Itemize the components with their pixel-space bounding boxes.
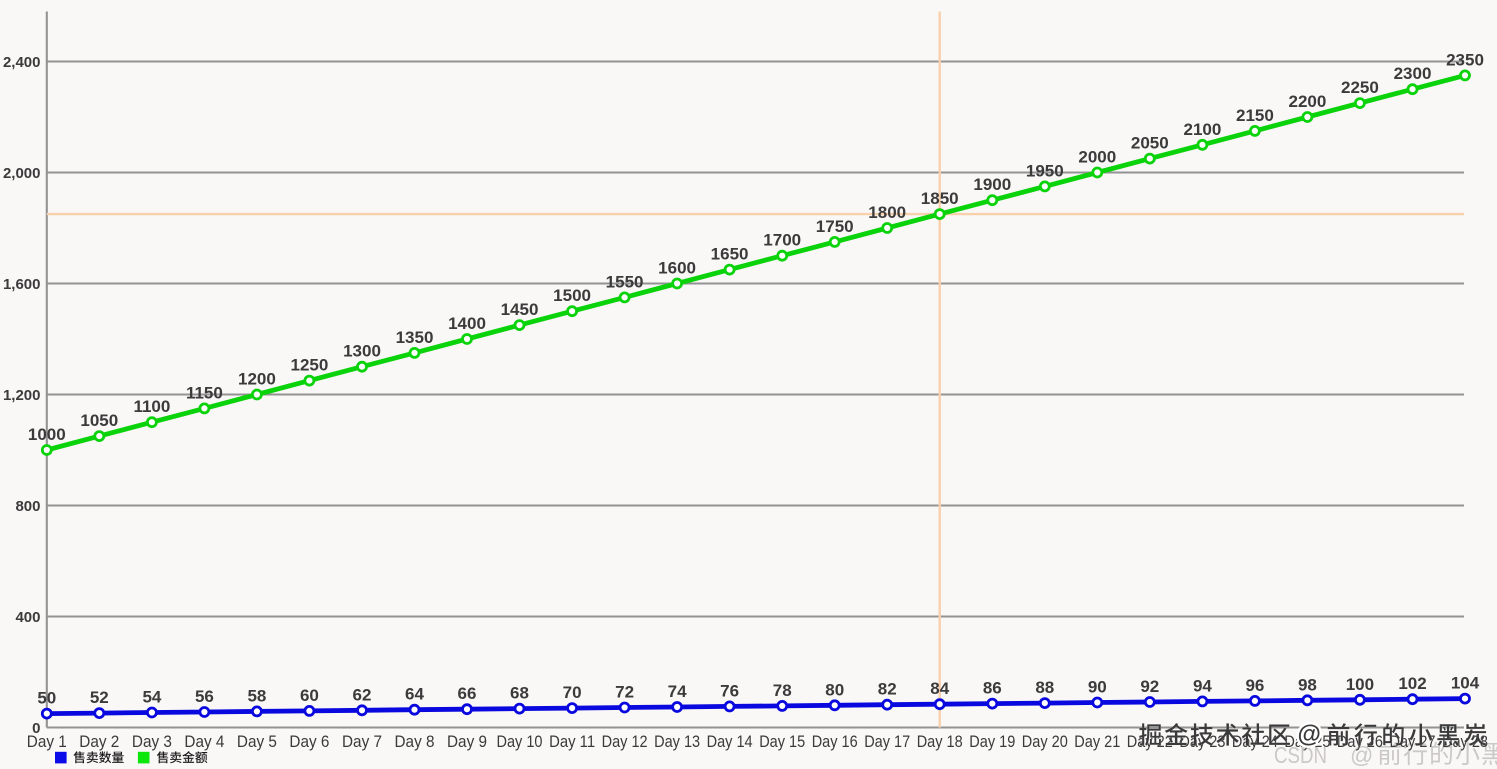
svg-text:96: 96 (1245, 676, 1264, 695)
svg-text:2000: 2000 (1078, 148, 1116, 167)
svg-text:66: 66 (458, 684, 477, 703)
svg-text:2050: 2050 (1131, 134, 1169, 153)
svg-text:1150: 1150 (186, 383, 223, 402)
svg-text:Day 16: Day 16 (812, 733, 858, 751)
svg-text:88: 88 (1035, 678, 1054, 697)
svg-text:1550: 1550 (606, 272, 644, 291)
svg-text:Day 13: Day 13 (654, 733, 700, 751)
svg-text:104: 104 (1451, 674, 1480, 693)
svg-text:Day 11: Day 11 (549, 733, 595, 751)
svg-text:@: @ (1350, 742, 1373, 768)
svg-text:Day 3: Day 3 (132, 733, 172, 751)
svg-text:70: 70 (563, 683, 582, 702)
svg-text:Day 21: Day 21 (1074, 733, 1120, 751)
svg-text:0: 0 (32, 720, 40, 737)
svg-text:54: 54 (142, 688, 161, 707)
svg-text:Day 14: Day 14 (707, 733, 753, 751)
svg-text:1,600: 1,600 (3, 276, 41, 293)
svg-text:2,400: 2,400 (3, 54, 41, 71)
svg-text:Day 25: Day 25 (1284, 733, 1330, 751)
svg-text:@: @ (1298, 721, 1321, 748)
svg-text:Day 12: Day 12 (602, 733, 648, 751)
svg-text:Day 6: Day 6 (289, 733, 329, 751)
svg-text:52: 52 (90, 688, 109, 707)
svg-text:82: 82 (878, 680, 897, 699)
svg-text:800: 800 (15, 498, 40, 515)
svg-text:Day 15: Day 15 (759, 733, 805, 751)
svg-text:Day 7: Day 7 (342, 733, 382, 751)
svg-text:80: 80 (825, 680, 844, 699)
svg-text:Day 5: Day 5 (237, 733, 277, 751)
svg-text:1100: 1100 (133, 397, 170, 416)
svg-text:Day 19: Day 19 (969, 733, 1015, 751)
svg-text:1350: 1350 (396, 328, 434, 347)
svg-text:Day 2: Day 2 (79, 733, 119, 751)
svg-text:Day 22: Day 22 (1127, 733, 1173, 751)
svg-text:1300: 1300 (343, 342, 381, 361)
svg-text:Day 9: Day 9 (447, 733, 487, 751)
svg-text:72: 72 (615, 683, 634, 702)
svg-text:2350: 2350 (1446, 50, 1484, 69)
svg-text:102: 102 (1398, 674, 1426, 693)
svg-text:1500: 1500 (553, 286, 591, 305)
svg-text:1000: 1000 (28, 425, 66, 444)
svg-text:60: 60 (300, 686, 319, 705)
svg-text:74: 74 (668, 682, 687, 701)
svg-text:2200: 2200 (1288, 92, 1326, 111)
svg-text:Day 10: Day 10 (497, 733, 543, 751)
svg-text:Day 20: Day 20 (1022, 733, 1068, 751)
svg-text:1950: 1950 (1026, 161, 1064, 180)
svg-text:1200: 1200 (238, 370, 276, 389)
svg-text:400: 400 (15, 609, 40, 626)
svg-text:58: 58 (247, 686, 266, 705)
svg-text:1900: 1900 (973, 175, 1011, 194)
svg-text:Day 1: Day 1 (27, 733, 67, 751)
svg-text:2150: 2150 (1236, 106, 1274, 125)
svg-text:2100: 2100 (1183, 120, 1221, 139)
svg-text:1,200: 1,200 (3, 387, 41, 404)
svg-text:1650: 1650 (711, 245, 749, 264)
svg-text:94: 94 (1193, 676, 1212, 695)
svg-text:Day 18: Day 18 (917, 733, 963, 751)
svg-text:64: 64 (405, 685, 424, 704)
svg-text:1250: 1250 (290, 356, 328, 375)
svg-text:1800: 1800 (868, 203, 906, 222)
svg-text:68: 68 (510, 684, 529, 703)
svg-text:1050: 1050 (80, 411, 118, 430)
svg-text:@: @ (1298, 721, 1321, 748)
svg-text:2300: 2300 (1394, 64, 1432, 83)
svg-text:100: 100 (1346, 675, 1374, 694)
svg-text:90: 90 (1088, 678, 1107, 697)
svg-text:Day 8: Day 8 (395, 733, 435, 751)
svg-text:1450: 1450 (501, 300, 539, 319)
svg-text:62: 62 (353, 685, 372, 704)
svg-text:56: 56 (195, 687, 214, 706)
svg-text:76: 76 (720, 681, 739, 700)
svg-text:84: 84 (930, 679, 949, 698)
svg-text:2250: 2250 (1341, 78, 1379, 97)
svg-text:2,000: 2,000 (3, 165, 41, 182)
svg-text:78: 78 (773, 681, 792, 700)
svg-text:92: 92 (1140, 677, 1159, 696)
svg-text:1750: 1750 (816, 217, 854, 236)
svg-text:86: 86 (983, 679, 1002, 698)
svg-text:Day 17: Day 17 (864, 733, 910, 751)
svg-text:1600: 1600 (658, 259, 696, 278)
svg-text:1400: 1400 (448, 314, 486, 333)
svg-text:Day 4: Day 4 (184, 733, 224, 751)
svg-text:50: 50 (37, 689, 56, 708)
svg-text:Day 27: Day 27 (1390, 733, 1436, 751)
svg-text:CSDN: CSDN (1274, 742, 1327, 768)
svg-text:98: 98 (1298, 675, 1317, 694)
svg-text:1700: 1700 (763, 231, 801, 250)
svg-text:1850: 1850 (921, 189, 959, 208)
